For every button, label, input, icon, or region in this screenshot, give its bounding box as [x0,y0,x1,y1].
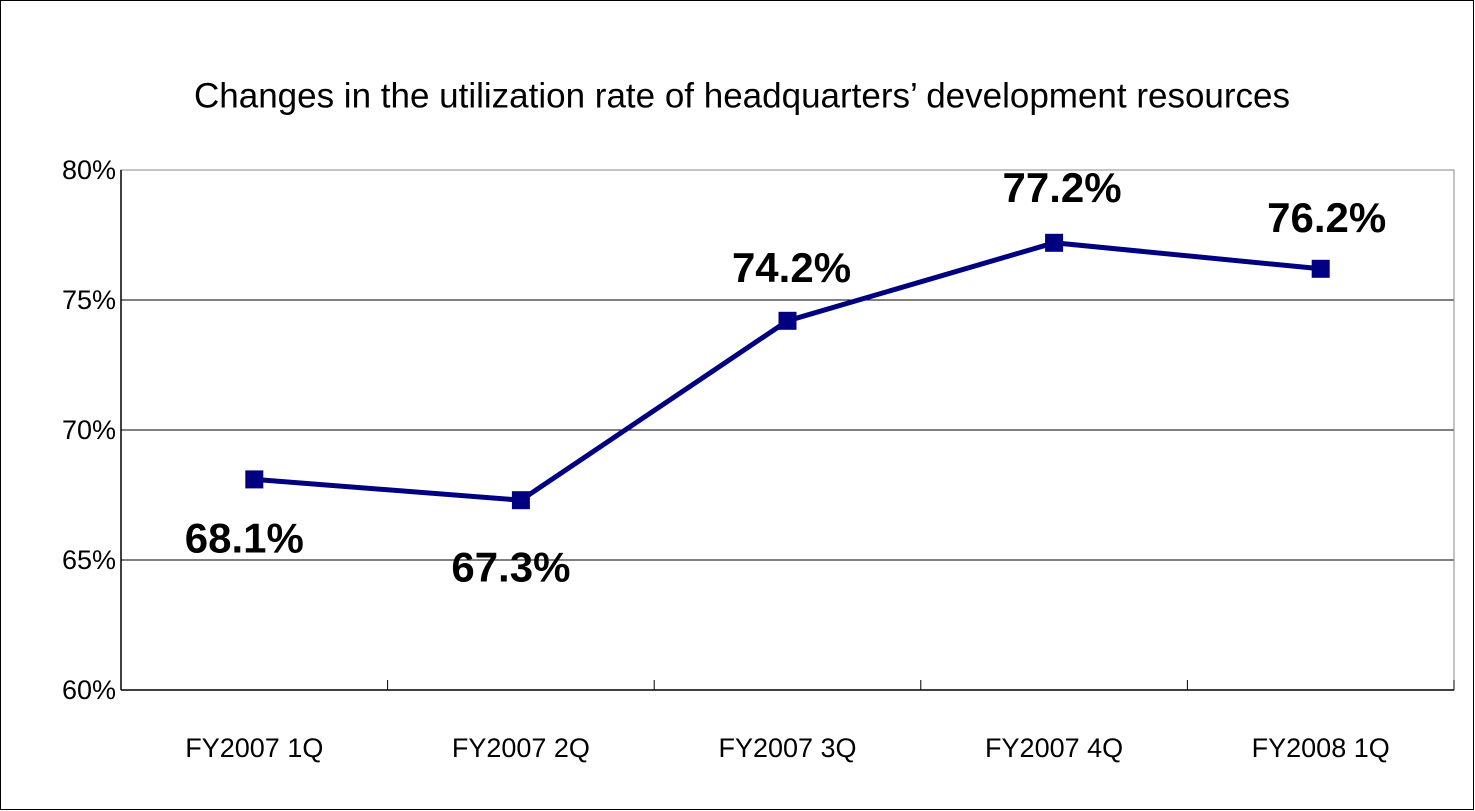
marker [1311,259,1330,278]
chart-title: Changes in the utilization rate of headq… [194,76,1290,115]
marker [778,311,797,330]
x-tick-label: FY2007 3Q [718,733,856,763]
marker [1045,233,1064,252]
y-tick-label: 75% [62,285,116,315]
x-tick-label: FY2007 1Q [185,733,323,763]
data-label: 74.2% [732,244,851,291]
marker [511,491,530,510]
data-label: 68.1% [185,514,304,561]
x-tick-label: FY2007 2Q [452,733,590,763]
x-tick-label: FY2007 4Q [985,733,1123,763]
data-label: 67.3% [451,543,570,590]
data-label: 76.2% [1267,194,1386,241]
x-tick-label: FY2008 1Q [1252,733,1390,763]
data-label: 77.2% [1003,164,1122,211]
y-tick-label: 80% [62,155,116,185]
y-tick-label: 65% [62,545,116,575]
y-tick-label: 70% [62,415,116,445]
y-tick-label: 60% [62,675,116,705]
marker [245,470,264,489]
